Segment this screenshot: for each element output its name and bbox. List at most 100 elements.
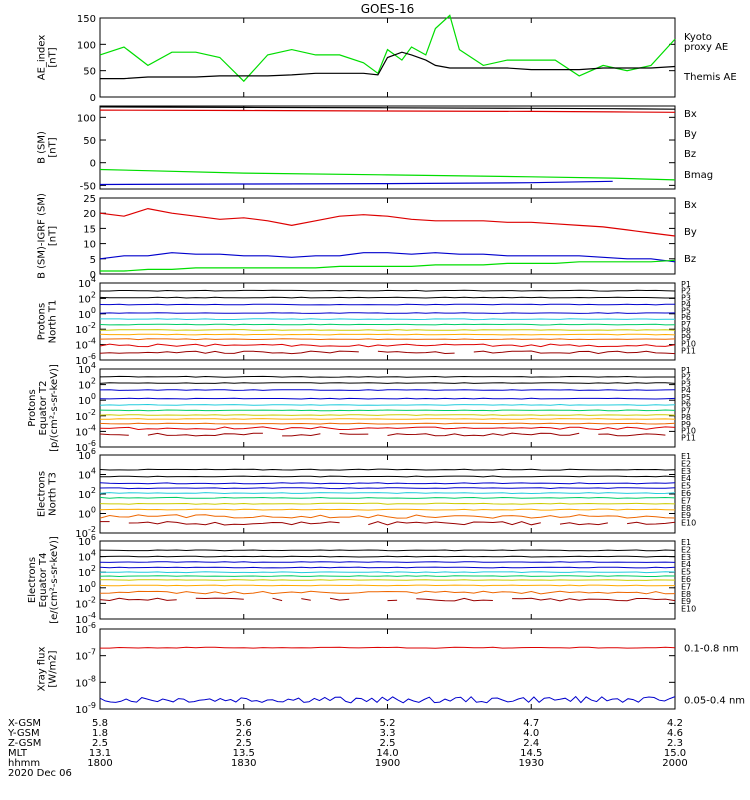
ephemeris-footer: X-GSM 5.8 5.6 5.2 4.7 4.2 Y-GSM 1.8 2.6 3.3 4.0 4.6… — [7, 718, 688, 779]
series-line-by — [100, 259, 676, 272]
y-tick-label: 10-6 — [75, 439, 96, 454]
channel-label: E10 — [681, 519, 696, 528]
y-tick-exponent: -7 — [88, 648, 96, 657]
y-axis-label: [W/m2] — [48, 650, 59, 687]
channel-line-e10 — [416, 597, 493, 602]
channel-label: 0.05-0.4 nm — [684, 696, 745, 707]
y-tick-label: 10-2 — [75, 525, 96, 540]
y-tick-exponent: -6 — [88, 621, 96, 630]
y-tick-label: 15 — [83, 224, 96, 235]
y-axis-label: Electrons — [37, 471, 48, 517]
y-axis-label: Electrons — [27, 557, 38, 603]
y-tick-exponent: -2 — [88, 321, 96, 330]
panel-frame — [99, 105, 676, 190]
y-tick-exponent: -6 — [88, 439, 96, 448]
y-tick-label: 100 — [77, 113, 96, 124]
channel-label: P11 — [681, 346, 696, 355]
ephemeris-value: 4.7 — [523, 718, 539, 729]
channel-line-p11 — [387, 432, 580, 437]
channel-line-e10 — [627, 521, 676, 525]
legend-entry: proxy AE — [684, 42, 728, 53]
channel-label: E4 — [681, 560, 691, 569]
channel-label: P3 — [681, 293, 691, 302]
y-tick-label: 10-8 — [75, 674, 96, 689]
y-tick-label: 10-4 — [75, 337, 96, 352]
y-tick-exponent: -6 — [88, 352, 96, 361]
channel-line-p4 — [99, 312, 676, 314]
y-tick-label: 10-9 — [75, 701, 96, 716]
channel-line-e10 — [195, 597, 244, 600]
y-tick-label: 106 — [78, 447, 96, 462]
y-tick-exponent: -2 — [88, 595, 96, 604]
channel-label: 0.1-0.8 nm — [684, 644, 739, 655]
y-tick-exponent: 0 — [91, 506, 96, 515]
channel-line-p5 — [99, 403, 676, 406]
y-tick-label: 10-6 — [75, 621, 96, 636]
y-axis-label: North T1 — [48, 300, 59, 344]
channel-label: P1 — [681, 366, 691, 375]
channel-line-e6 — [99, 496, 676, 499]
channel-label: P8 — [681, 413, 691, 422]
ephemeris-value: 4.2 — [667, 718, 683, 729]
channel-line-e1 — [99, 549, 676, 552]
y-tick-exponent: -4 — [88, 337, 96, 346]
y-axis-label: North T3 — [48, 472, 59, 516]
ephemeris-value: 1930 — [519, 758, 544, 769]
channel-line-e4 — [99, 566, 676, 569]
ephemeris-label: hhmm — [8, 758, 40, 769]
ephemeris-value: 5.8 — [92, 718, 108, 729]
channel-line-p3 — [99, 303, 675, 306]
y-axis-label: AE_index — [37, 35, 48, 81]
ephemeris-value: 2.5 — [236, 738, 252, 749]
channel-line-p1 — [100, 289, 676, 292]
y-tick-label: 104 — [78, 275, 96, 290]
legend-entry: Bx — [684, 200, 697, 211]
y-tick-label: 0 — [90, 270, 96, 281]
channel-label: E1 — [681, 538, 691, 547]
y-axis-label: [nT] — [48, 137, 59, 157]
channel-line-e7 — [100, 579, 676, 581]
series-line-bx — [99, 180, 613, 186]
y-tick-label: 10-2 — [75, 321, 96, 336]
y-tick-exponent: 0 — [91, 306, 96, 315]
y-tick-exponent: -2 — [88, 408, 96, 417]
legend-entry: Bx — [684, 109, 697, 120]
channel-line-0-05-0-4-nm — [99, 695, 676, 704]
y-tick-label: 102 — [78, 564, 96, 579]
ephemeris-value: 1900 — [375, 758, 400, 769]
ephemeris-value: 2.3 — [667, 738, 683, 749]
channel-label: P10 — [681, 427, 696, 436]
series-line-bmag — [99, 106, 676, 110]
channel-line-e10 — [512, 597, 676, 602]
ephemeris-value: 2.4 — [523, 738, 539, 749]
ephemeris-value: 2000 — [662, 758, 687, 769]
channel-label: E5 — [681, 568, 691, 577]
channel-label: E9 — [681, 597, 691, 606]
y-tick-label: 10-2 — [75, 595, 96, 610]
channel-line-p7 — [99, 414, 676, 416]
legend-entry: Bz — [684, 254, 696, 265]
channel-label: E10 — [681, 605, 696, 614]
y-axis-label: Equator T2 — [38, 381, 49, 436]
channel-line-p4 — [99, 397, 676, 400]
channel-label: P2 — [681, 287, 691, 296]
panel-frame — [99, 282, 676, 361]
channel-line-p10 — [99, 343, 676, 348]
channel-label: P9 — [681, 333, 691, 342]
channel-label: P6 — [681, 313, 691, 322]
channel-label: P8 — [681, 326, 691, 335]
channel-line-e10 — [272, 597, 283, 602]
channel-line-p7 — [99, 329, 676, 331]
y-axis-label: B (SM)-IGRF (SM) — [37, 193, 48, 279]
legend-entry: By — [684, 129, 697, 140]
channel-label: P7 — [681, 320, 691, 329]
channel-label: E6 — [681, 575, 691, 584]
channel-line-p2 — [99, 296, 675, 299]
ephemeris-value: 2.5 — [380, 738, 396, 749]
channel-line-p11 — [339, 433, 369, 435]
y-axis-label: [nT] — [48, 226, 59, 246]
